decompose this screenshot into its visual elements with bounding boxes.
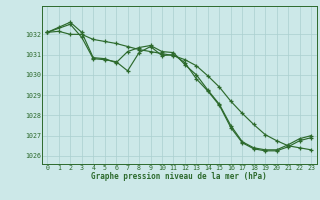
X-axis label: Graphe pression niveau de la mer (hPa): Graphe pression niveau de la mer (hPa): [91, 172, 267, 181]
